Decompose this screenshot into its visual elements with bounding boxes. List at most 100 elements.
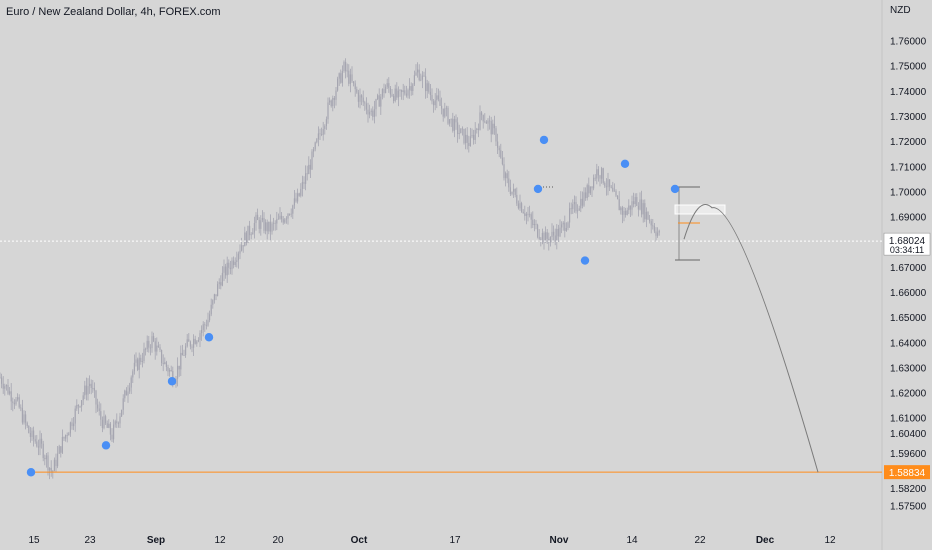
- candle-body: [527, 213, 529, 216]
- candle-body: [253, 222, 255, 233]
- candle-body: [405, 93, 407, 96]
- candle-body: [130, 377, 132, 388]
- candle-body: [103, 416, 105, 428]
- candle-body: [239, 250, 241, 254]
- candle-body: [457, 122, 459, 135]
- candle-body: [354, 83, 356, 90]
- candle-body: [649, 219, 651, 222]
- candle-body: [561, 224, 563, 228]
- pivot-point: [101, 441, 111, 450]
- candle-body: [69, 422, 71, 434]
- candle-body: [465, 134, 467, 144]
- candle-body: [229, 267, 231, 270]
- candle-body: [138, 357, 140, 370]
- candle-body: [188, 339, 190, 342]
- candle-body: [529, 214, 531, 216]
- candle-body: [572, 204, 574, 210]
- candle-body: [314, 142, 316, 150]
- candle-body: [293, 198, 295, 206]
- candle-body: [583, 192, 585, 206]
- candle-body: [557, 228, 559, 237]
- candle-body: [623, 210, 625, 215]
- candle-body: [573, 201, 575, 205]
- candle-body: [225, 266, 227, 276]
- candle-body: [113, 424, 115, 440]
- x-tick-label: Sep: [147, 535, 165, 546]
- candle-body: [455, 119, 457, 123]
- candle-body: [514, 188, 516, 195]
- candle-body: [613, 190, 615, 192]
- candle-body: [90, 383, 92, 388]
- candle-body: [575, 201, 577, 212]
- candle-body: [199, 333, 201, 340]
- candle-body: [137, 359, 139, 370]
- candle-body: [658, 230, 660, 233]
- candle-body: [567, 222, 569, 228]
- candle-body: [65, 435, 67, 439]
- candle-body: [26, 422, 28, 426]
- candle-body: [191, 346, 193, 348]
- candle-body: [218, 282, 220, 285]
- candle-body: [212, 300, 214, 305]
- candle-body: [346, 70, 348, 72]
- candle-body: [12, 401, 14, 403]
- x-tick-label: Nov: [550, 535, 569, 546]
- candle-body: [116, 421, 118, 423]
- currency-label: NZD: [890, 5, 911, 16]
- candle-body: [466, 134, 468, 143]
- candle-body: [148, 340, 150, 348]
- candle-body: [617, 195, 619, 200]
- pivot-point: [670, 184, 680, 194]
- pivot-point: [580, 256, 590, 265]
- candle-body: [357, 92, 359, 102]
- candle-body: [201, 329, 203, 334]
- candle-body: [85, 385, 87, 395]
- candle-body: [205, 325, 207, 326]
- candle-body: [588, 185, 590, 194]
- candle-body: [305, 173, 307, 184]
- candle-body: [21, 408, 23, 423]
- candle-body: [597, 169, 599, 176]
- candle-body: [559, 227, 561, 237]
- candle-body: [495, 128, 497, 142]
- candle-body: [60, 446, 62, 453]
- candle-body: [444, 108, 446, 117]
- candle-body: [389, 88, 391, 95]
- x-tick-label: 12: [824, 535, 836, 546]
- candle-body: [377, 95, 379, 100]
- y-tick-label: 1.73000: [890, 112, 927, 123]
- candle-body: [543, 232, 545, 243]
- candle-body: [337, 78, 339, 91]
- candle-body: [324, 126, 326, 130]
- candle-body: [653, 225, 655, 232]
- candle-body: [236, 260, 238, 262]
- candle-body: [634, 197, 636, 205]
- candle-body: [577, 210, 579, 212]
- candle-body: [117, 422, 119, 424]
- candle-body: [255, 214, 257, 223]
- candle-body: [501, 157, 503, 165]
- candle-body: [628, 205, 630, 211]
- candle-body: [301, 181, 303, 189]
- candle-body: [141, 360, 143, 362]
- candle-body: [257, 214, 259, 220]
- candle-body: [602, 168, 604, 183]
- candle-body: [39, 438, 41, 448]
- chart-title: Euro / New Zealand Dollar, 4h, FOREX.com: [6, 6, 221, 18]
- candle-body: [221, 272, 223, 286]
- candle-body: [394, 88, 396, 101]
- candle-body: [183, 355, 185, 357]
- candle-body: [84, 385, 86, 396]
- candle-body: [556, 228, 558, 242]
- candle-body: [442, 108, 444, 117]
- candle-body: [234, 261, 236, 265]
- candle-body: [44, 458, 46, 460]
- candle-body: [423, 75, 425, 77]
- candle-body: [476, 128, 478, 130]
- candle-body: [642, 203, 644, 215]
- candle-body: [31, 430, 33, 438]
- candle-body: [378, 95, 380, 107]
- candle-body: [121, 409, 123, 417]
